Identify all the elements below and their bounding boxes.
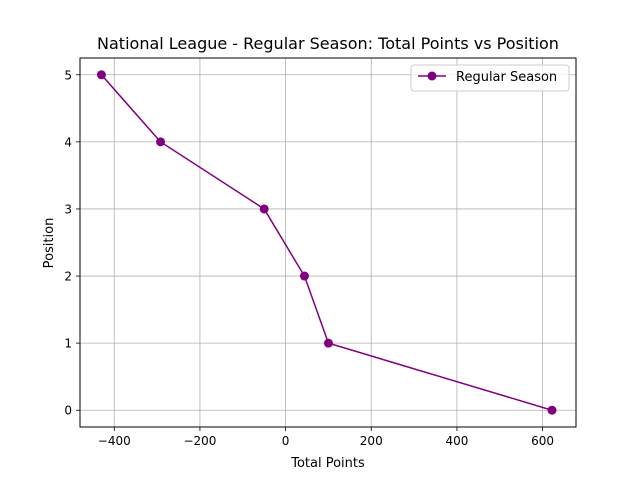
grid-lines xyxy=(80,58,576,427)
x-tick-label: 600 xyxy=(531,434,554,448)
data-point xyxy=(547,405,557,415)
x-tick-label: −400 xyxy=(98,434,131,448)
data-point xyxy=(259,204,269,214)
series-layer xyxy=(96,70,557,415)
legend-box xyxy=(410,64,570,92)
x-tick-label: 400 xyxy=(445,434,468,448)
data-point xyxy=(299,271,309,281)
x-tick-label: 200 xyxy=(360,434,383,448)
y-tick-label: 1 xyxy=(64,337,72,351)
y-tick-label: 5 xyxy=(64,68,72,82)
y-tick-label: 3 xyxy=(64,202,72,216)
chart-title: National League - Regular Season: Total … xyxy=(97,34,559,53)
y-tick-label: 0 xyxy=(64,404,72,418)
y-axis-ticks: 0 1 2 3 4 5 xyxy=(64,68,80,418)
data-point xyxy=(156,137,166,147)
data-point xyxy=(96,70,106,80)
y-tick-label: 2 xyxy=(64,270,72,284)
series-line-regular-season xyxy=(100,74,553,411)
data-point xyxy=(323,338,333,348)
y-axis-label: Position xyxy=(42,218,57,269)
x-tick-label: −200 xyxy=(183,434,216,448)
x-axis-ticks: −400 −200 0 200 400 600 xyxy=(98,427,554,448)
x-tick-label: 0 xyxy=(282,434,290,448)
y-tick-label: 4 xyxy=(64,135,72,149)
x-axis-label: Total Points xyxy=(290,456,365,471)
legend: Regular Season xyxy=(410,64,570,92)
legend-marker-sample xyxy=(427,71,437,81)
plot-area-frame xyxy=(79,57,577,428)
legend-label-regular-season: Regular Season xyxy=(456,70,557,85)
